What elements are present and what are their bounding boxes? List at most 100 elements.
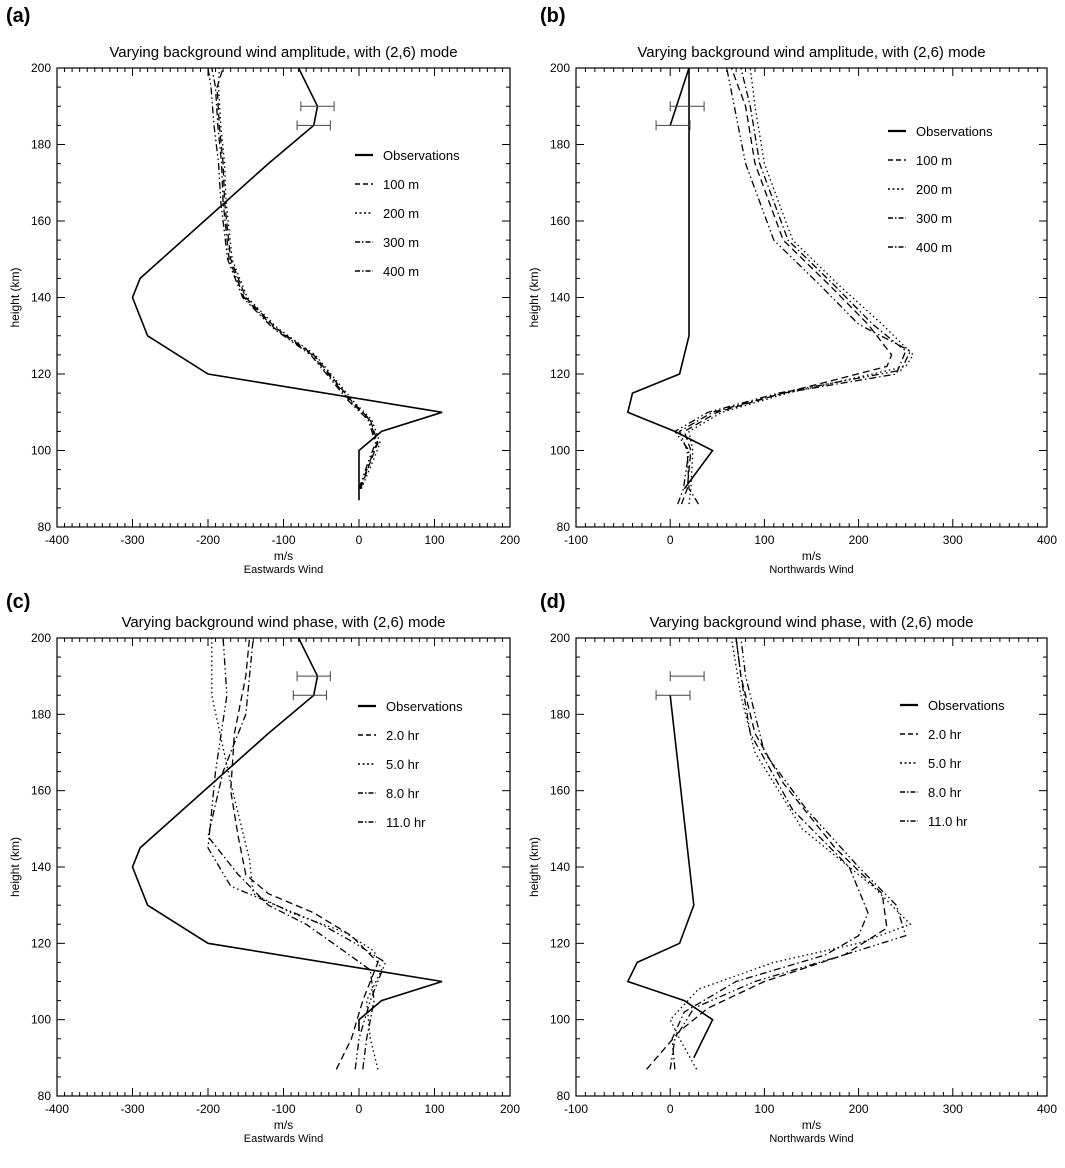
series-line-4 (671, 637, 869, 1070)
panel-letter: (b) (540, 5, 566, 27)
x-tick-label: 0 (667, 1102, 674, 1116)
x-tick-label: 100 (424, 533, 444, 547)
series-line-3 (217, 67, 381, 490)
y-tick-label: 200 (31, 631, 51, 645)
y-tick-label: 100 (31, 1013, 51, 1027)
legend-label: Observations (386, 699, 463, 714)
x-tick-label: -400 (45, 533, 69, 547)
series-line-3 (688, 67, 915, 505)
legend-label: 300 m (383, 235, 419, 250)
x-tick-label: -300 (120, 1102, 144, 1116)
y-tick-label: 80 (38, 1089, 52, 1103)
legend-label: 400 m (916, 240, 952, 255)
legend-label: 11.0 hr (928, 814, 968, 829)
y-tick-label: 120 (550, 936, 570, 950)
y-tick-label: 140 (31, 291, 51, 305)
x-tick-label: 300 (943, 1102, 963, 1116)
legend-label: Observations (916, 124, 993, 139)
x-axis-label: m/s (802, 1118, 821, 1132)
x-tick-label: 0 (356, 1102, 363, 1116)
y-tick-label: 120 (31, 936, 51, 950)
series-line-2 (216, 67, 379, 490)
series-line-2 (646, 637, 888, 1070)
y-axis-label: height (km) (8, 837, 22, 897)
panel-letter: (a) (6, 5, 30, 27)
legend-label: 100 m (916, 153, 952, 168)
x-axis-sublabel: Northwards Wind (769, 1133, 853, 1145)
series-line-1 (626, 695, 714, 1059)
y-axis-label: height (km) (527, 267, 541, 327)
x-tick-label: 100 (754, 533, 774, 547)
series-line-5 (207, 637, 387, 1070)
series-line-5 (673, 67, 912, 505)
x-tick-label: -100 (564, 533, 588, 547)
y-tick-label: 140 (550, 860, 570, 874)
panel-letter: (d) (540, 591, 566, 613)
y-tick-label: 200 (31, 61, 51, 75)
series-line-4 (211, 67, 378, 490)
legend-label: 200 m (916, 182, 952, 197)
panel-letter: (c) (6, 591, 30, 613)
chart-title: Varying background wind phase, with (2,6… (649, 614, 973, 631)
legend-label: 2.0 hr (386, 728, 420, 743)
x-tick-label: 400 (1037, 533, 1057, 547)
series-line-1 (131, 637, 443, 1032)
legend-label: 100 m (383, 177, 419, 192)
y-tick-label: 120 (550, 367, 570, 381)
y-tick-label: 100 (31, 444, 51, 458)
x-tick-label: 0 (356, 533, 363, 547)
y-tick-label: 180 (550, 138, 570, 152)
x-axis-sublabel: Eastwards Wind (244, 1133, 323, 1145)
chart-panel-1: (a) Varying background wind amplitude, wi… (6, 5, 520, 576)
chart-panel-2: (b) Varying background wind amplitude, wi… (527, 5, 1057, 576)
y-tick-label: 100 (550, 1013, 570, 1027)
x-axis-label: m/s (274, 1118, 293, 1132)
y-tick-label: 160 (550, 214, 570, 228)
y-tick-label: 80 (38, 520, 52, 534)
x-tick-label: -400 (45, 1102, 69, 1116)
y-tick-label: 140 (550, 291, 570, 305)
series-line-5 (207, 67, 377, 490)
x-tick-label: -100 (564, 1102, 588, 1116)
legend-label: 8.0 hr (928, 785, 962, 800)
y-tick-label: 120 (31, 367, 51, 381)
legend-label: 300 m (916, 211, 952, 226)
series-line-2 (230, 637, 379, 1070)
x-tick-label: -100 (271, 533, 295, 547)
chart-title: Varying background wind amplitude, with … (637, 44, 985, 61)
x-axis-sublabel: Northwards Wind (769, 564, 853, 576)
y-tick-label: 160 (31, 214, 51, 228)
legend-label: Observations (928, 698, 1005, 713)
x-tick-label: -200 (196, 533, 220, 547)
plot-frame (56, 67, 511, 528)
legend-label: Observations (383, 148, 460, 163)
chart-title: Varying background wind amplitude, with … (109, 44, 457, 61)
series-line-1 (626, 67, 714, 490)
y-tick-label: 80 (557, 520, 571, 534)
series-line-5 (669, 637, 907, 1070)
legend-label: 5.0 hr (386, 757, 420, 772)
x-tick-label: 100 (754, 1102, 774, 1116)
x-axis-label: m/s (274, 549, 293, 563)
legend-label: 400 m (383, 264, 419, 279)
series-line-1 (131, 67, 443, 501)
legend-label: 8.0 hr (386, 786, 420, 801)
y-tick-label: 160 (31, 784, 51, 798)
y-axis-label: height (km) (8, 267, 22, 327)
x-axis-label: m/s (802, 549, 821, 563)
x-tick-label: 100 (424, 1102, 444, 1116)
y-tick-label: 180 (31, 138, 51, 152)
y-tick-label: 180 (550, 707, 570, 721)
y-tick-label: 140 (31, 860, 51, 874)
legend-label: 5.0 hr (928, 756, 962, 771)
legend-label: 11.0 hr (386, 815, 426, 830)
x-tick-label: 200 (500, 1102, 520, 1116)
x-tick-label: 200 (849, 533, 869, 547)
chart-title: Varying background wind phase, with (2,6… (121, 614, 445, 631)
y-tick-label: 180 (31, 707, 51, 721)
series-line-4 (207, 637, 375, 1070)
x-tick-label: -200 (196, 1102, 220, 1116)
y-tick-label: 200 (550, 631, 570, 645)
series-line-3 (211, 638, 383, 1070)
